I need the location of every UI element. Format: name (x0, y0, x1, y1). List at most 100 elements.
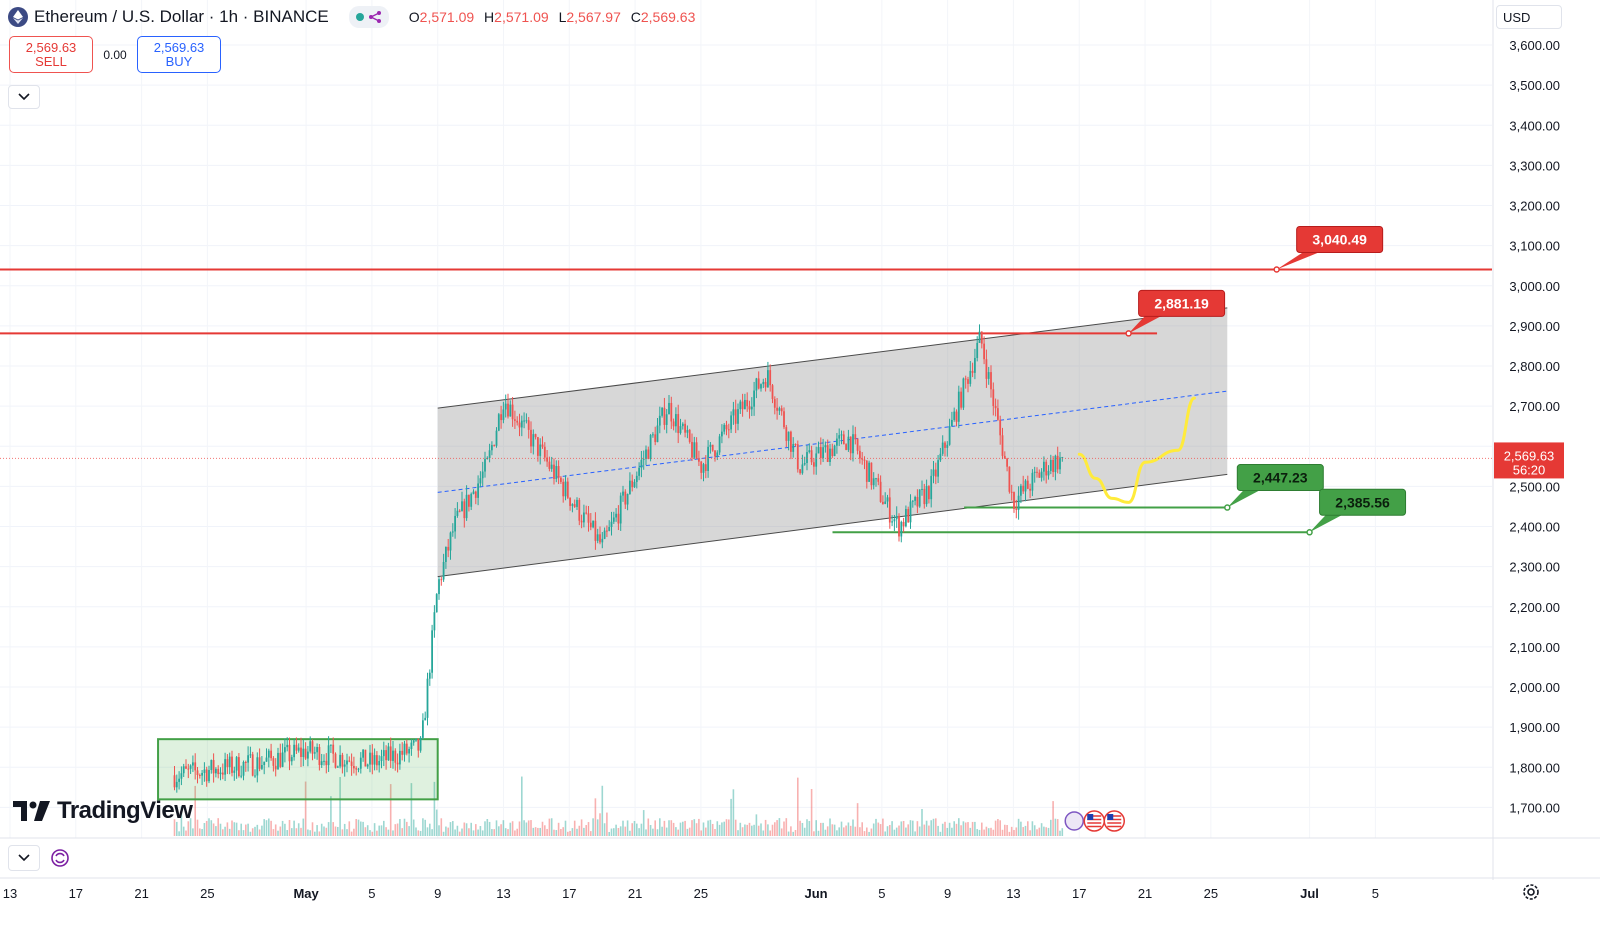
candle-body (714, 450, 716, 457)
candle-body (231, 756, 233, 773)
refresh-button[interactable] (50, 848, 70, 868)
symbol-header[interactable]: Ethereum / U.S. Dollar · 1h · BINANCE O2… (8, 5, 701, 29)
volume-bar (716, 821, 719, 836)
volume-bar (776, 820, 778, 836)
volume-bar (757, 825, 760, 836)
volume-bar (521, 776, 523, 836)
candle-body (410, 742, 413, 749)
sell-button[interactable]: 2,569.63 SELL (9, 36, 93, 73)
volume-bar (412, 819, 415, 836)
candle-body (449, 532, 452, 551)
volume-bar (495, 820, 498, 836)
candle-body (198, 774, 201, 776)
volume-bar (1001, 829, 1004, 836)
candle-body (497, 414, 500, 431)
candle-body (371, 752, 374, 765)
candle-body (1006, 458, 1008, 467)
volume-bar (679, 822, 682, 836)
candle-body (948, 426, 951, 445)
volume-bar (608, 831, 610, 836)
volume-bar (325, 827, 328, 836)
volume-bar (364, 827, 367, 836)
volume-bar (928, 825, 930, 836)
volume-bar (1024, 825, 1027, 836)
candle-body (718, 436, 721, 453)
volume-bar (1010, 826, 1013, 836)
candle-body (594, 520, 597, 541)
candle-body (442, 561, 445, 580)
candle-body (451, 531, 454, 533)
candle-body (557, 466, 560, 478)
volume-bar (401, 828, 403, 836)
volume-bar (695, 823, 698, 836)
volume-bar (173, 819, 176, 836)
volume-bar (268, 818, 270, 836)
volume-bar (751, 825, 753, 836)
candle-body (541, 444, 544, 447)
volume-bar (557, 822, 560, 836)
candle-body (918, 489, 921, 507)
candle-body (520, 420, 523, 428)
channel-lower-line (437, 473, 1228, 578)
candle-body (783, 411, 785, 428)
volume-bar (353, 828, 355, 836)
candle-body (263, 761, 266, 766)
candle-body (787, 431, 790, 441)
time-tick-label: Jun (804, 886, 827, 901)
candle-body (491, 445, 493, 451)
volume-bar (760, 823, 762, 836)
collapse-legend-button[interactable] (8, 85, 40, 109)
volume-bar (675, 827, 677, 836)
candle-body (723, 424, 726, 432)
candle-body (438, 579, 440, 595)
volume-bar (691, 820, 693, 836)
volume-bar (792, 831, 794, 836)
volume-bar (656, 829, 659, 836)
volume-bar (465, 823, 468, 836)
candle-body (270, 750, 272, 759)
candle-body (617, 513, 620, 524)
volume-bar (429, 823, 431, 836)
candle-body (629, 480, 631, 494)
candle-body (645, 449, 647, 459)
candle-body (971, 370, 974, 373)
candle-body (962, 378, 965, 408)
buy-button[interactable]: 2,569.63 BUY (137, 36, 221, 73)
candle-body (272, 758, 275, 766)
currency-selector[interactable]: USD (1496, 5, 1562, 29)
candle-body (734, 409, 737, 424)
candle-body (677, 414, 680, 434)
volume-bar (1006, 825, 1008, 836)
candle-body (732, 409, 735, 416)
candle-body (679, 426, 682, 434)
volume-bar (992, 829, 995, 836)
candle-body (394, 750, 397, 763)
candle-body (228, 756, 231, 768)
timeframe-menu-button[interactable] (8, 845, 40, 871)
volume-bar (647, 818, 650, 836)
level-badge-label: 2,447.23 (1253, 470, 1308, 486)
volume-bar (217, 818, 219, 836)
volume-bar (392, 830, 394, 836)
volume-bar (1004, 824, 1006, 836)
candle-body (1029, 488, 1031, 491)
volume-bar (408, 826, 410, 836)
volume-bar (930, 820, 932, 836)
volume-bar (626, 820, 629, 836)
time-tick-label: 21 (628, 886, 642, 901)
candle-body (401, 750, 404, 755)
volume-bar (826, 826, 829, 836)
candle-body (675, 414, 677, 427)
price-tick-label: 3,600.00 (1509, 38, 1560, 53)
volume-bar (431, 829, 433, 836)
volume-bar (661, 826, 663, 836)
volume-bar (546, 828, 548, 836)
volume-bar (583, 827, 585, 836)
countdown-label: 56:20 (1513, 462, 1546, 477)
symbol-title[interactable]: Ethereum / U.S. Dollar · 1h · BINANCE (34, 7, 329, 26)
volume-bar (222, 829, 224, 836)
settings-button[interactable] (1521, 882, 1541, 902)
eye-toggle[interactable] (348, 6, 389, 28)
candle-body (320, 761, 323, 766)
